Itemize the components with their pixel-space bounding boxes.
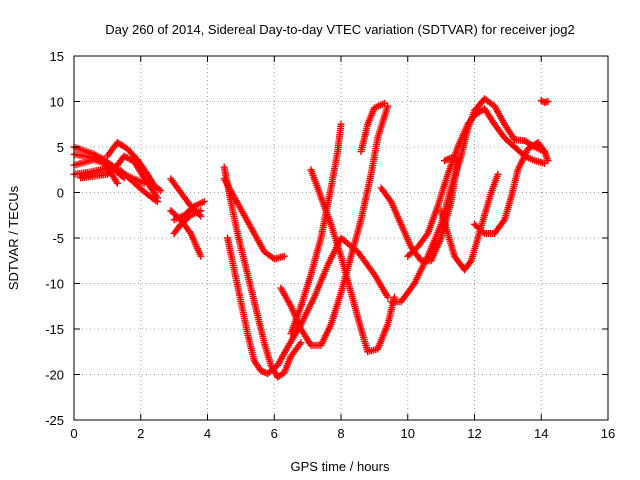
data-point-marker [153,194,161,202]
series-arc23 [471,138,549,237]
y-tick-label: 10 [50,95,64,110]
y-tick-label: 15 [50,49,64,64]
series-arc22 [440,154,462,165]
series-arc12 [220,175,288,263]
data-point-marker [479,228,487,236]
data-point-marker [297,339,305,347]
series-arc10 [170,207,205,237]
x-tick-label: 8 [337,426,344,441]
data-point-marker [384,293,392,301]
axis-ticks [73,55,609,421]
data-point-marker [200,198,208,206]
y-tick-label: -5 [52,231,64,246]
y-tick-label: 5 [57,140,64,155]
data-point-marker [494,170,502,178]
series-arc04 [70,164,161,206]
x-tick-label: 4 [204,426,211,441]
grid-lines [74,56,608,420]
y-tick-label: -20 [45,368,64,383]
data-point-marker [539,146,547,154]
data-point-marker [197,252,205,260]
x-tick-label: 12 [467,426,481,441]
data-series [70,95,552,381]
x-tick-label: 16 [601,426,615,441]
series-arc09 [170,198,208,224]
y-axis-label: SDTVAR / TECUs [6,185,21,290]
data-point-marker [541,159,549,167]
series-arc20 [404,105,549,260]
x-tick-label: 6 [271,426,278,441]
data-point-marker [466,258,474,266]
y-tick-label: -15 [45,322,64,337]
series-arc06 [103,138,165,195]
x-tick-label: 10 [401,426,415,441]
series-arc15 [287,120,345,338]
x-tick-label: 2 [137,426,144,441]
chart-title: Day 260 of 2014, Sidereal Day-to-day VTE… [105,22,574,37]
series-arc08 [167,207,205,260]
tick-labels: 0 2 4 6 8 10 12 14 16 -25 -20 -15 -10 -5 0 5 10 15 [45,49,615,441]
data-point-marker [280,252,288,260]
y-tick-label: -25 [45,413,64,428]
data-point-marker [157,187,165,195]
y-tick-label: -10 [45,277,64,292]
y-tick-label: 0 [57,186,64,201]
x-tick-label: 14 [534,426,548,441]
x-tick-label: 0 [70,426,77,441]
series-arc13 [224,234,392,378]
data-point-marker [541,148,549,156]
series-arc24 [537,97,552,106]
series-arc16 [307,166,398,356]
data-point-marker [197,207,205,215]
series-arc11 [220,163,305,381]
data-point-marker [380,99,388,107]
series-arc17 [357,99,388,156]
data-point-marker [454,156,462,164]
data-point-marker [113,179,121,187]
data-point-marker [337,120,345,128]
data-point-marker [544,98,552,105]
x-axis-label: GPS time / hours [291,459,390,474]
